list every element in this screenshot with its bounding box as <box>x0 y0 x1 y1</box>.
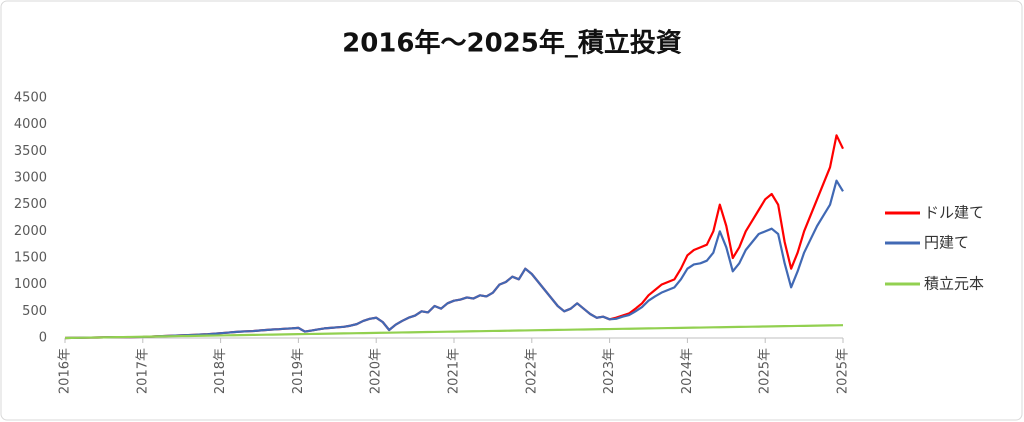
y-tick-label: 2000 <box>14 224 47 239</box>
chart-title: 2016年～2025年_積立投資 <box>342 28 682 59</box>
x-tick-label: 2025年 <box>836 348 851 394</box>
x-tick-label: 2022年 <box>524 348 539 394</box>
x-tick-label: 2024年 <box>680 348 695 394</box>
x-tick-label: 2020年 <box>369 348 384 394</box>
legend-label: 円建て <box>924 234 969 252</box>
legend-label: ドル建て <box>924 204 984 222</box>
y-tick-label: 1000 <box>14 277 47 292</box>
legend-label: 積立元本 <box>924 275 984 293</box>
x-tick-label: 2025年 <box>758 348 773 394</box>
y-tick-label: 1500 <box>14 251 47 266</box>
x-tick-label: 2021年 <box>447 348 462 394</box>
y-tick-label: 500 <box>22 304 47 319</box>
y-tick-label: 2500 <box>14 197 47 212</box>
y-tick-label: 0 <box>39 331 47 346</box>
x-tick-label: 2018年 <box>213 348 228 394</box>
x-tick-label: 2023年 <box>602 348 617 394</box>
x-tick-label: 2016年 <box>58 348 73 394</box>
y-tick-label: 3000 <box>14 171 47 186</box>
y-tick-label: 4500 <box>14 91 47 106</box>
x-tick-label: 2019年 <box>291 348 306 394</box>
y-tick-label: 4000 <box>14 117 47 132</box>
x-tick-label: 2017年 <box>135 348 150 394</box>
series-line <box>64 324 844 340</box>
y-tick-label: 3500 <box>14 144 47 159</box>
